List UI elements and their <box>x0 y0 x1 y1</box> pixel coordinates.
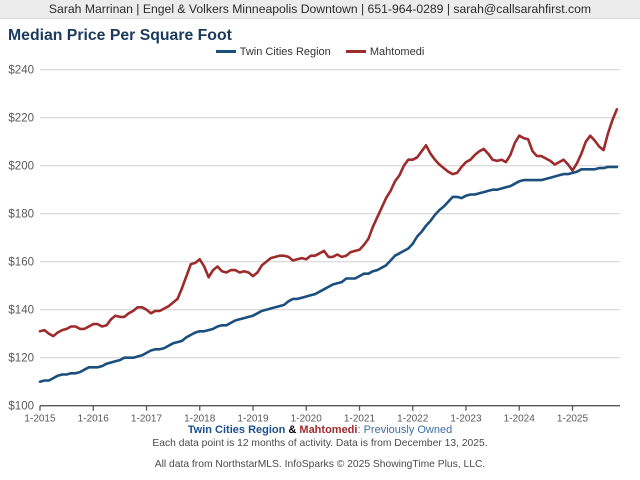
svg-text:$100: $100 <box>8 401 34 413</box>
svg-text:$220: $220 <box>8 113 34 125</box>
svg-text:$140: $140 <box>8 305 34 317</box>
svg-text:$120: $120 <box>8 353 34 365</box>
svg-text:$200: $200 <box>8 161 34 173</box>
svg-text:$180: $180 <box>8 209 34 221</box>
svg-text:$160: $160 <box>8 257 34 269</box>
svg-text:$240: $240 <box>8 65 34 77</box>
